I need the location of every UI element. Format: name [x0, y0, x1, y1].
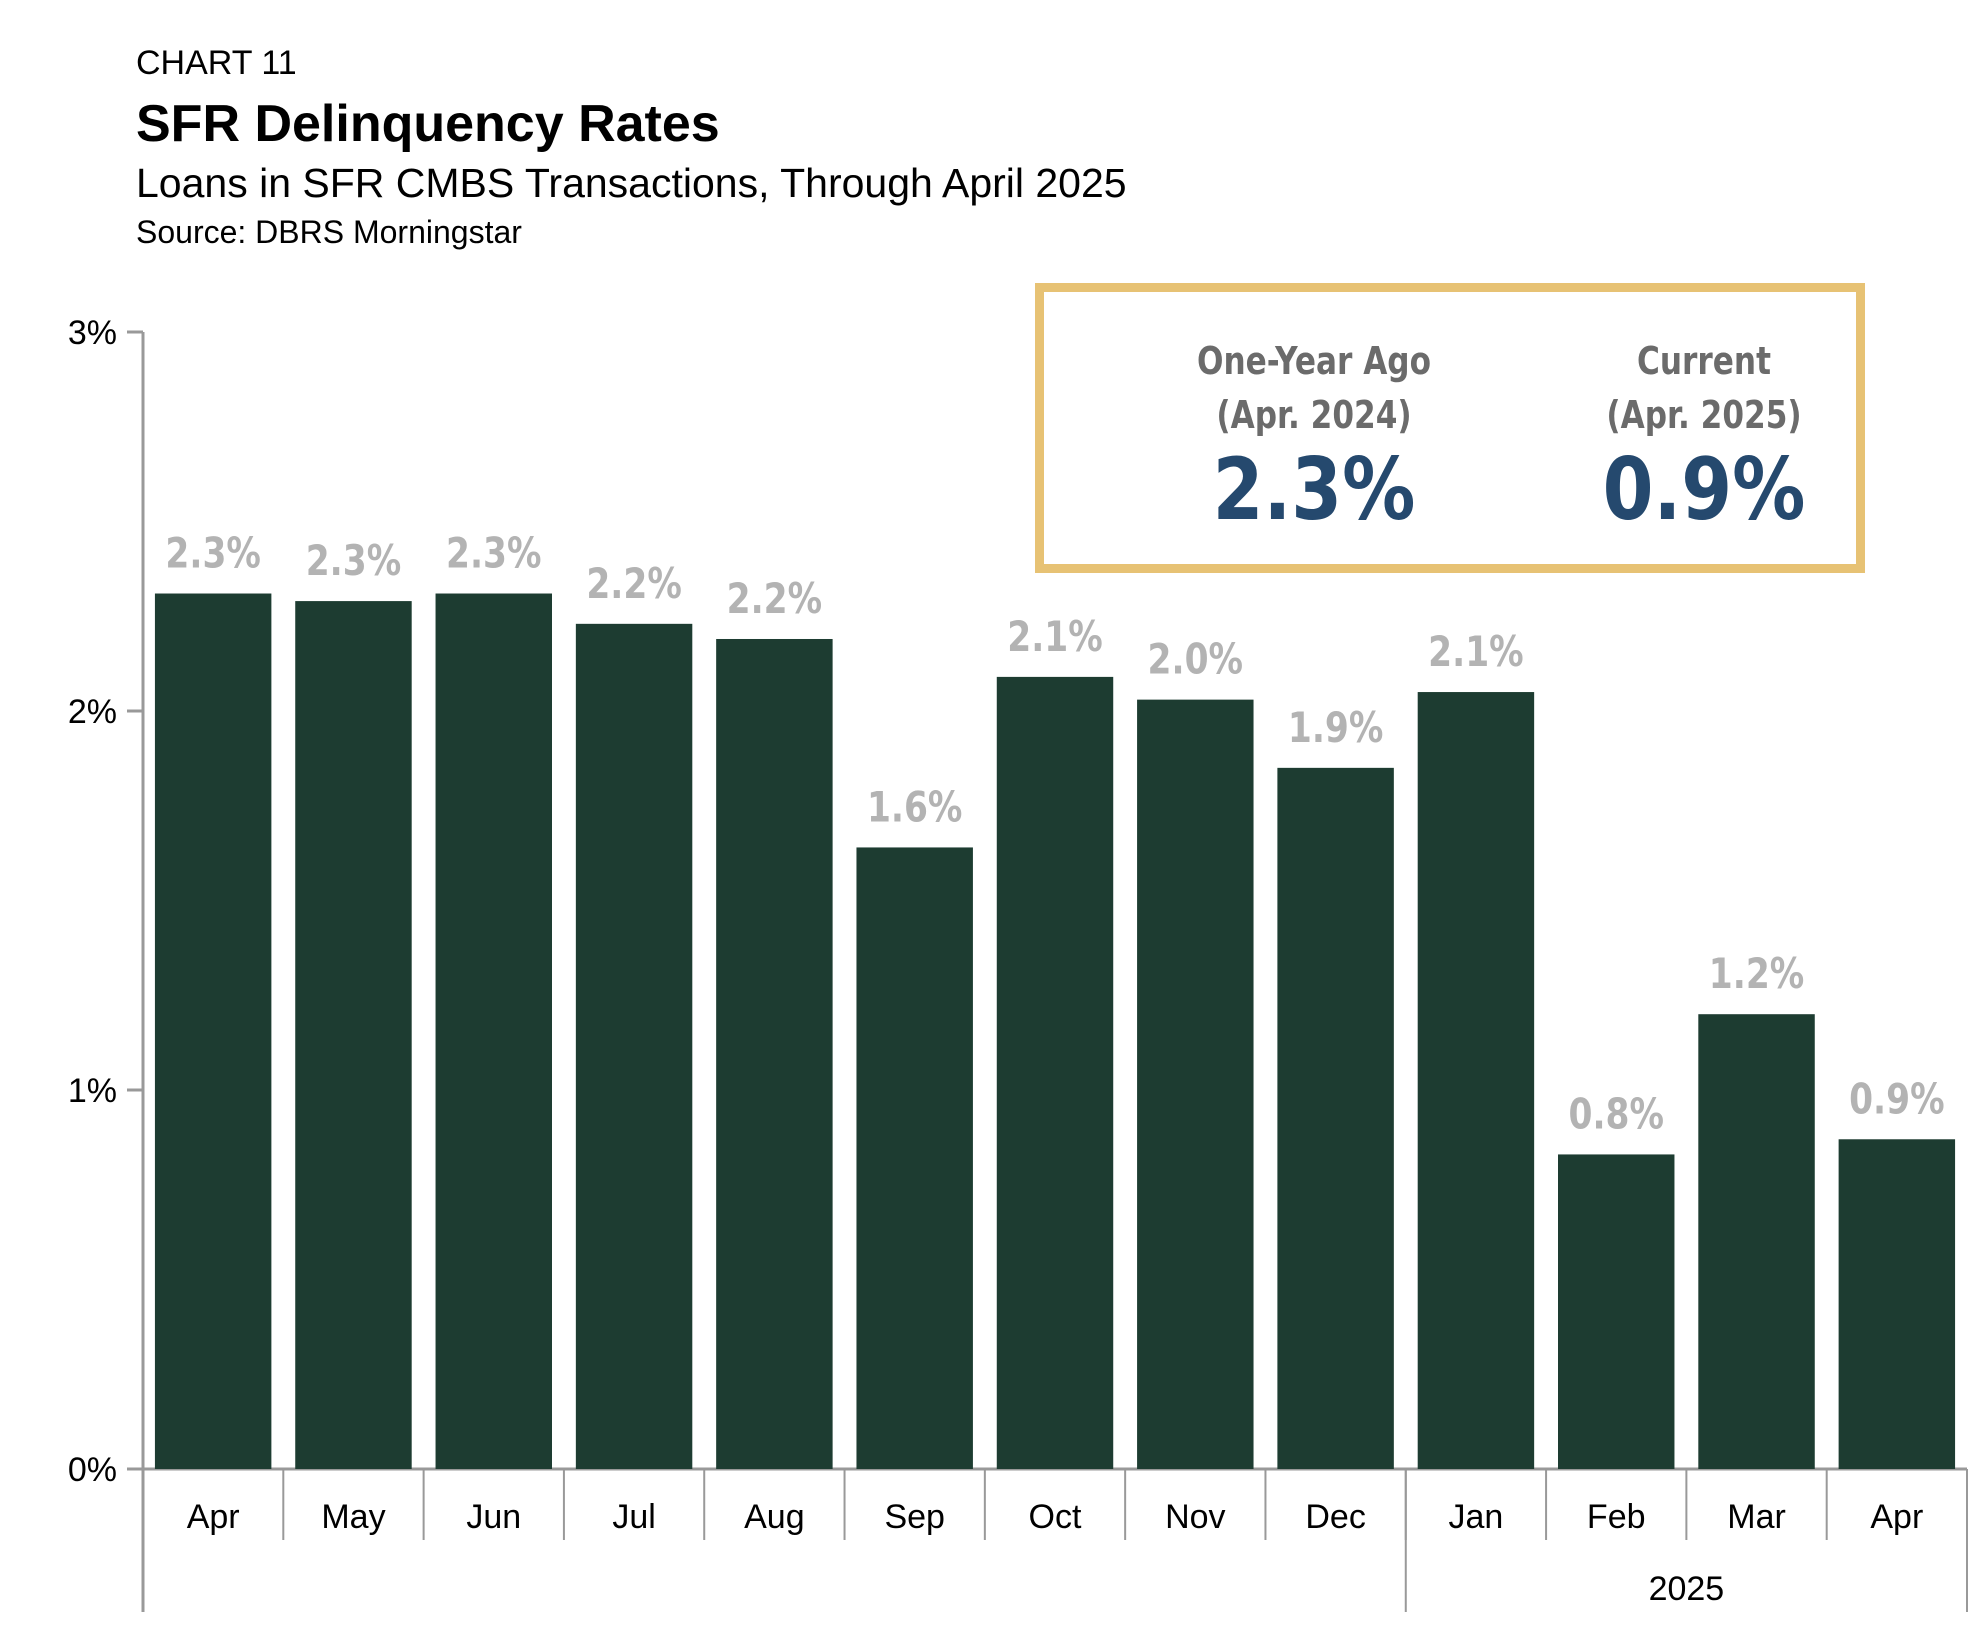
data-label: 2.3% — [165, 529, 260, 578]
one-year-ago-panel: One-Year Ago (Apr. 2024) 2.3% — [1124, 334, 1504, 538]
bar — [856, 847, 973, 1469]
data-label: 1.9% — [1288, 704, 1383, 753]
x-tick-label: Apr — [187, 1498, 240, 1536]
x-tick-label: Jul — [612, 1498, 655, 1536]
x-tick-label: Nov — [1165, 1498, 1225, 1536]
bar — [1277, 767, 1394, 1469]
current-date: (Apr. 2025) — [1606, 393, 1802, 437]
one-year-ago-value: 2.3% — [1212, 440, 1416, 540]
bar — [154, 593, 272, 1469]
chart-title: SFR Delinquency Rates — [136, 95, 720, 153]
y-tick-label: 2% — [68, 693, 117, 731]
data-label: 2.0% — [1148, 635, 1243, 684]
x-tick-label: Dec — [1305, 1498, 1365, 1536]
data-label: 2.3% — [446, 529, 541, 578]
data-label: 2.3% — [306, 537, 401, 586]
y-tick-label: 3% — [68, 314, 117, 352]
x-tick-label: Feb — [1587, 1498, 1646, 1536]
current-value: 0.9% — [1602, 440, 1806, 540]
comparison-callout: One-Year Ago (Apr. 2024) 2.3% Current (A… — [1035, 283, 1865, 573]
x-tick-label: May — [321, 1498, 385, 1536]
bar — [716, 638, 833, 1469]
x-tick-label: Sep — [884, 1498, 945, 1536]
bar — [1838, 1139, 1956, 1469]
year-group-label: 2025 — [1649, 1570, 1725, 1608]
x-tick-label: Oct — [1029, 1498, 1082, 1536]
current-heading: Current — [1636, 339, 1771, 383]
data-label: 2.2% — [727, 575, 822, 624]
chart-subtitle: Loans in SFR CMBS Transactions, Through … — [136, 160, 1127, 206]
data-label: 1.2% — [1709, 950, 1804, 999]
y-tick-label: 0% — [68, 1451, 117, 1489]
data-label: 2.1% — [1007, 613, 1102, 662]
one-year-ago-heading: One-Year Ago — [1196, 339, 1432, 383]
x-tick-label: Jun — [466, 1498, 521, 1536]
chart-label: CHART 11 — [136, 44, 297, 82]
one-year-ago-date: (Apr. 2024) — [1216, 393, 1412, 437]
current-panel: Current (Apr. 2025) 0.9% — [1514, 334, 1894, 538]
data-label: 0.8% — [1568, 1090, 1663, 1139]
data-label: 0.9% — [1849, 1075, 1944, 1124]
chart-source: Source: DBRS Morningstar — [136, 214, 522, 250]
x-tick-label: Mar — [1727, 1498, 1786, 1536]
data-label: 1.6% — [867, 783, 962, 832]
bar — [1417, 692, 1535, 1469]
bar — [575, 623, 693, 1469]
x-tick-label: Aug — [744, 1498, 805, 1536]
bar — [295, 601, 412, 1469]
y-tick-label: 1% — [68, 1072, 117, 1110]
bar — [1558, 1154, 1675, 1469]
bar — [996, 676, 1114, 1469]
x-tick-label: Apr — [1870, 1498, 1923, 1536]
data-label: 2.2% — [586, 560, 681, 609]
bar — [1698, 1014, 1815, 1469]
bar — [1137, 699, 1254, 1469]
data-label: 2.1% — [1428, 628, 1523, 677]
bar — [435, 593, 552, 1469]
x-tick-label: Jan — [1449, 1498, 1504, 1536]
